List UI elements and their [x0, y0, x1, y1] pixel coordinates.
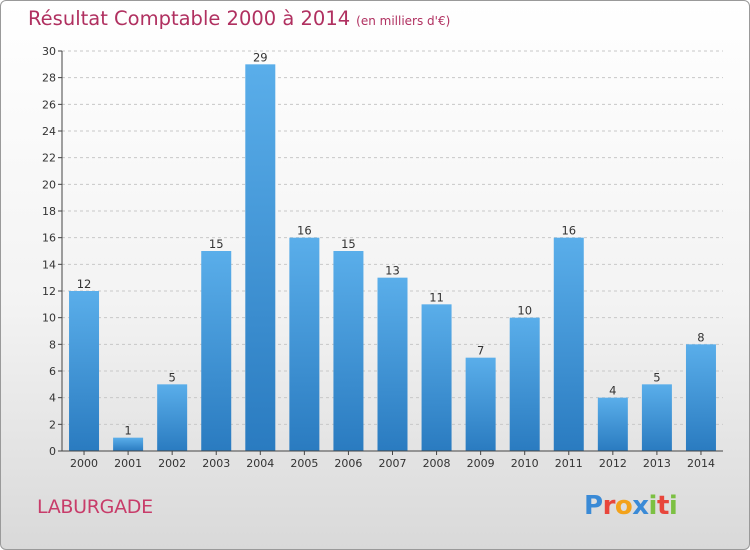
data-label-2003: 15: [209, 237, 224, 251]
data-label-2010: 10: [517, 304, 532, 318]
bar-2011: [553, 237, 584, 451]
data-label-2001: 1: [124, 424, 131, 438]
data-label-2012: 4: [609, 384, 616, 398]
y-tick-label: 4: [49, 392, 56, 405]
y-tick-label: 12: [42, 285, 56, 298]
data-label-2004: 29: [253, 50, 268, 64]
data-label-2006: 15: [341, 237, 356, 251]
y-tick-label: 16: [42, 232, 56, 245]
y-tick-label: 22: [42, 152, 56, 165]
data-label-2002: 5: [169, 370, 176, 384]
bar-2002: [157, 384, 188, 451]
x-tick-label: 2012: [599, 457, 627, 470]
bar-2006: [333, 251, 364, 451]
bar-2003: [201, 251, 232, 451]
data-label-2011: 16: [561, 224, 576, 238]
x-tick-label: 2003: [202, 457, 230, 470]
data-label-2000: 12: [77, 277, 92, 291]
x-tick-label: 2010: [511, 457, 539, 470]
chart-title-text: Résultat Comptable 2000 à 2014: [28, 7, 351, 30]
bar-2009: [465, 357, 496, 451]
x-tick-label: 2007: [379, 457, 407, 470]
y-tick-label: 26: [42, 98, 56, 111]
data-label-2009: 7: [477, 344, 484, 358]
data-label-2014: 8: [697, 330, 704, 344]
y-tick-label: 2: [49, 418, 56, 431]
bar-2000: [69, 291, 100, 451]
x-tick-label: 2006: [334, 457, 362, 470]
bar-2001: [113, 437, 144, 451]
y-tick-label: 28: [42, 72, 56, 85]
x-tick-label: 2004: [246, 457, 274, 470]
proxiti-logo[interactable]: Proxiti: [584, 491, 678, 521]
y-tick-label: 20: [42, 178, 56, 191]
y-tick-label: 18: [42, 205, 56, 218]
x-tick-label: 2009: [467, 457, 495, 470]
place-name: LABURGADE: [37, 496, 153, 518]
x-tick-label: 2013: [643, 457, 671, 470]
chart-title: Résultat Comptable 2000 à 2014 (en millie…: [28, 7, 450, 30]
bar-2013: [641, 384, 672, 451]
data-label-2008: 11: [429, 290, 444, 304]
bar-2012: [597, 397, 628, 451]
data-label-2013: 5: [653, 370, 660, 384]
y-tick-label: 8: [49, 338, 56, 351]
chart-subtitle: (en milliers d'€): [356, 14, 451, 28]
bar-2010: [509, 317, 540, 451]
x-tick-label: 2000: [70, 457, 98, 470]
x-tick-label: 2008: [423, 457, 451, 470]
logo-letter: i: [648, 491, 658, 521]
logo-letter: x: [632, 491, 649, 521]
data-label-2007: 13: [385, 264, 400, 278]
x-tick-label: 2002: [158, 457, 186, 470]
logo-letter: P: [584, 491, 603, 521]
y-tick-label: 6: [49, 365, 56, 378]
logo-letter: t: [656, 491, 669, 521]
bar-2007: [377, 277, 408, 451]
data-label-2005: 16: [297, 224, 312, 238]
y-tick-label: 0: [49, 445, 56, 458]
y-tick-label: 30: [42, 45, 56, 58]
y-tick-label: 14: [42, 258, 56, 271]
bar-2005: [289, 237, 320, 451]
x-axis: 2000 2001 2002 2003 2004 2005 2006 2007 2008 2009…: [62, 450, 723, 470]
logo-letter: r: [602, 491, 616, 521]
logo-letter: i: [668, 491, 678, 521]
bar-2004: [245, 64, 276, 452]
bar-2008: [421, 304, 452, 451]
logo-letter: o: [614, 491, 633, 521]
y-tick-label: 10: [42, 312, 56, 325]
x-tick-label: 2005: [290, 457, 318, 470]
x-tick-label: 2001: [114, 457, 142, 470]
x-tick-label: 2014: [687, 457, 715, 470]
bar-2014: [685, 344, 716, 451]
x-tick-label: 2011: [555, 457, 583, 470]
y-tick-label: 24: [42, 125, 56, 138]
